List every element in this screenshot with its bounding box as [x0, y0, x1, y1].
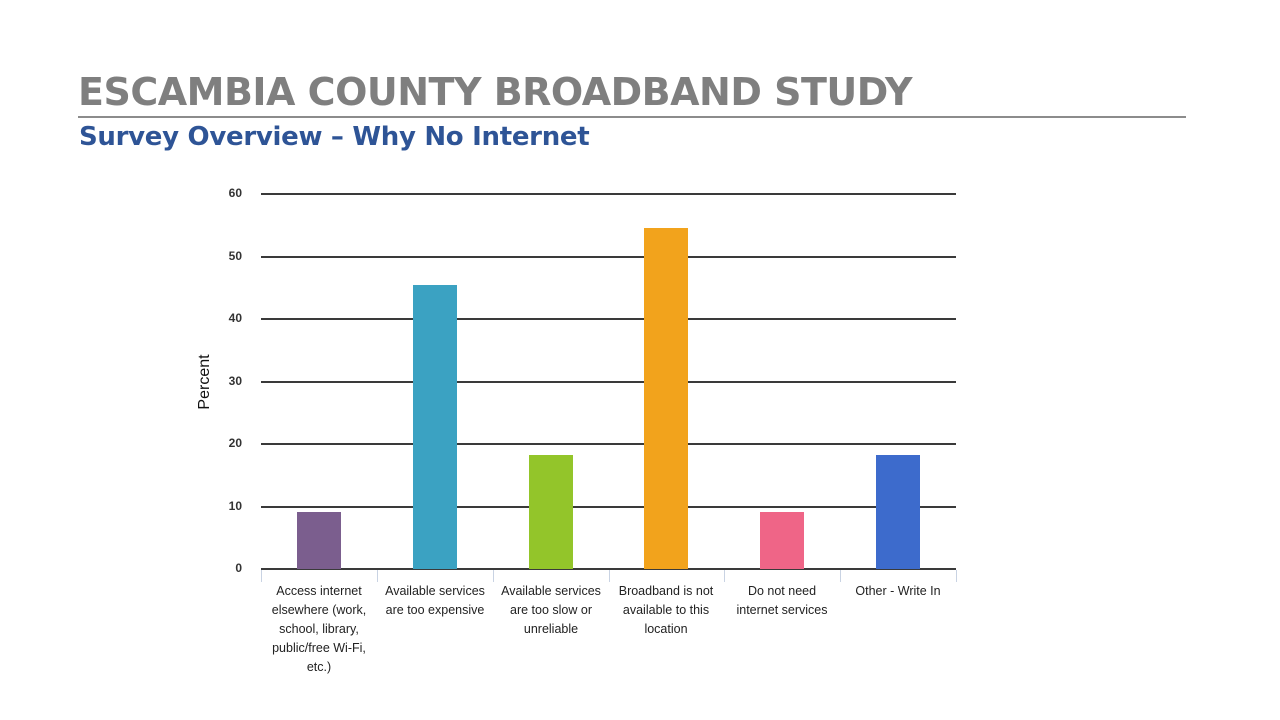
title-divider — [78, 116, 1186, 118]
x-axis-tick — [724, 570, 725, 582]
y-tick-label: 10 — [228, 498, 242, 513]
y-tick-label: 20 — [228, 436, 242, 450]
gridline — [261, 255, 956, 258]
bar — [876, 455, 920, 569]
gridline — [261, 318, 956, 320]
bar — [297, 512, 341, 569]
gridline — [261, 568, 956, 570]
gridline — [261, 505, 956, 508]
slide-subtitle: Survey Overview – Why No Internet — [79, 122, 590, 152]
x-category-label: Access internet elsewhere (work, school,… — [271, 584, 367, 674]
x-axis-tick — [956, 570, 957, 582]
gridline — [261, 443, 956, 445]
slide-title: ESCAMBIA COUNTY BROADBAND STUDY — [78, 70, 913, 114]
bar — [413, 285, 457, 569]
x-category-label: Other - Write In — [855, 584, 941, 598]
y-tick-label: 50 — [228, 248, 242, 263]
x-category-label: Do not need internet services — [736, 584, 828, 617]
x-axis-tick — [840, 570, 841, 582]
y-tick-label: 40 — [228, 311, 242, 325]
gridline — [261, 193, 956, 195]
y-tick-label: 30 — [228, 373, 242, 388]
bar — [760, 512, 804, 569]
x-axis-tick — [493, 570, 494, 582]
x-axis-tick — [609, 570, 610, 582]
gridline — [261, 380, 956, 383]
bar — [644, 228, 688, 569]
x-axis-tick — [377, 570, 378, 582]
bar — [529, 455, 573, 569]
x-category-label: Broadband is not available to this locat… — [618, 584, 714, 636]
y-tick-label: 60 — [228, 186, 242, 200]
y-tick-label: 0 — [235, 561, 242, 575]
x-category-label: Available services are too expensive — [385, 584, 485, 617]
x-axis-tick — [261, 570, 262, 582]
x-category-label: Available services are too slow or unrel… — [501, 584, 601, 636]
